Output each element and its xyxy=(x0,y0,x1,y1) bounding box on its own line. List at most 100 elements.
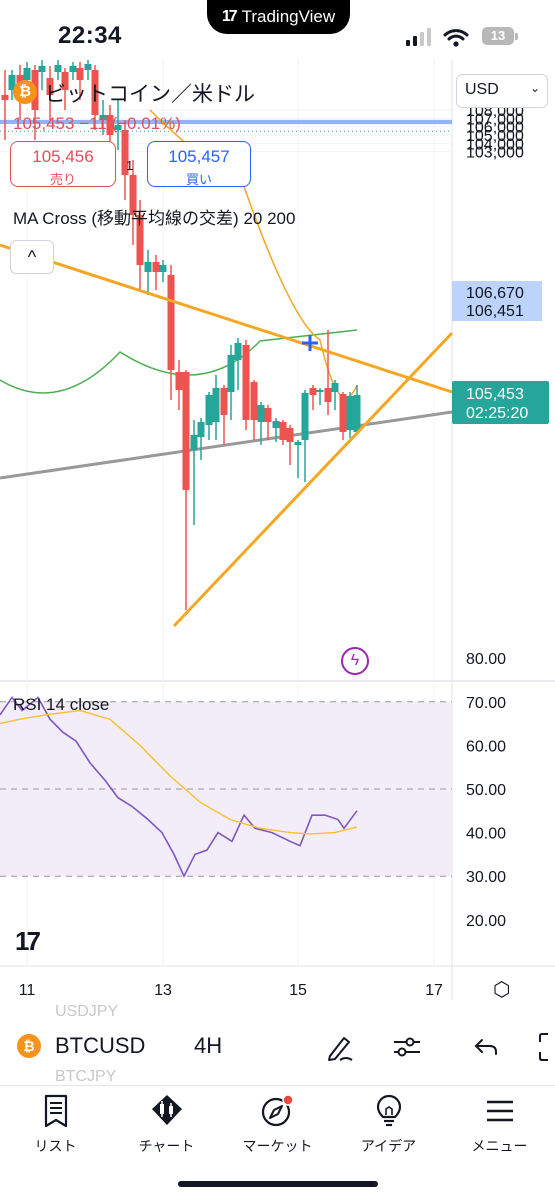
price-tick-label: 106,000 xyxy=(466,120,524,137)
nav-item-menu[interactable]: メニュー xyxy=(444,1086,555,1156)
rsi-tick-label: 50.00 xyxy=(466,782,506,799)
bull-candle[interactable] xyxy=(227,355,235,392)
countdown-label: 02:25:20 xyxy=(466,405,528,422)
bull-candle[interactable] xyxy=(69,66,77,72)
bitcoin-icon: ₿ xyxy=(17,1034,41,1058)
tradingview-logo-icon: 17 xyxy=(221,8,238,25)
bitcoin-icon: ₿ xyxy=(13,80,37,104)
bull-candle[interactable] xyxy=(8,75,16,90)
bull-candle[interactable] xyxy=(205,395,213,425)
bear-candle[interactable] xyxy=(136,215,144,265)
bear-candle[interactable] xyxy=(309,388,317,395)
undo-icon[interactable] xyxy=(470,1030,504,1064)
drawing-pen-icon[interactable] xyxy=(322,1030,356,1064)
wifi-icon xyxy=(443,29,469,47)
previous-symbol-ghost[interactable]: USDJPY xyxy=(55,1003,119,1020)
bear-candle[interactable] xyxy=(242,345,250,420)
sell-button[interactable]: 105,456 売り xyxy=(10,141,116,187)
bear-candle[interactable] xyxy=(220,388,228,415)
nav-label-markets: マーケット xyxy=(242,1138,313,1154)
nav-label-ideas: アイデア xyxy=(360,1138,417,1154)
bull-candle[interactable] xyxy=(234,343,242,360)
indicator-sliders-icon[interactable] xyxy=(390,1030,424,1064)
symbol-ticker-button[interactable]: BTCUSD xyxy=(55,1033,146,1058)
bull-candle[interactable] xyxy=(84,64,92,70)
bear-candle[interactable] xyxy=(91,70,99,115)
price-tick-label: 107,000 xyxy=(466,111,524,128)
bear-candle[interactable] xyxy=(264,408,272,422)
nav-item-chart[interactable]: チャート xyxy=(111,1086,222,1156)
bear-candle[interactable] xyxy=(106,115,114,135)
bull-candle[interactable] xyxy=(331,383,339,392)
bull-candle[interactable] xyxy=(212,388,220,422)
currency-select[interactable]: USD ⌄ xyxy=(456,74,548,108)
dynamic-island: 17 TradingView xyxy=(207,0,350,34)
bull-candle[interactable] xyxy=(197,422,205,437)
price-tick-label: 103,000 xyxy=(466,145,524,162)
battery-icon: 13 xyxy=(482,27,514,45)
time-tick-label: 11 xyxy=(19,982,36,999)
bear-candle[interactable] xyxy=(152,262,160,272)
rsi-line[interactable] xyxy=(0,696,358,879)
time-tick-label: 15 xyxy=(289,982,307,999)
symbol-name[interactable]: ビットコイン／米ドル xyxy=(45,83,255,106)
bear-candle[interactable] xyxy=(339,394,347,432)
bull-candle[interactable] xyxy=(353,395,361,432)
bear-candle[interactable] xyxy=(279,422,287,440)
bull-candle[interactable] xyxy=(114,125,122,130)
chevron-up-icon: ^ xyxy=(27,247,37,267)
collapse-legend-button[interactable]: ^ xyxy=(10,240,54,274)
bull-candle[interactable] xyxy=(54,65,62,72)
bear-candle[interactable] xyxy=(121,130,129,175)
price-level-tag-label: 106,670 xyxy=(466,285,524,302)
price-level-tag[interactable] xyxy=(452,281,542,303)
buy-button[interactable]: 105,457 買い xyxy=(147,141,251,187)
nav-item-list[interactable]: リスト xyxy=(0,1086,111,1156)
nav-label-chart: チャート xyxy=(138,1138,195,1154)
rsi-indicator-label[interactable]: RSI 14 close xyxy=(13,695,110,714)
bear-candle[interactable] xyxy=(76,68,84,80)
chart-canvas[interactable]: 108,000107,000106,000105,000104,000103,0… xyxy=(0,60,555,1000)
bull-candle[interactable] xyxy=(38,66,46,72)
chart-settings-icon[interactable]: ⬡ xyxy=(493,979,511,1001)
bull-candle[interactable] xyxy=(99,115,107,120)
bull-candle[interactable] xyxy=(272,421,280,428)
bull-candle[interactable] xyxy=(301,393,309,440)
bear-candle[interactable] xyxy=(324,388,332,402)
list-icon xyxy=(44,1094,67,1128)
bear-candle[interactable] xyxy=(1,95,9,100)
bull-candle[interactable] xyxy=(159,265,167,272)
nav-item-markets[interactable]: マーケット xyxy=(222,1086,333,1156)
bull-candle[interactable] xyxy=(316,390,324,392)
bear-candle[interactable] xyxy=(250,382,258,420)
next-symbol-ghost[interactable]: BTCJPY xyxy=(55,1068,117,1085)
bull-candle[interactable] xyxy=(144,262,152,272)
bear-candle[interactable] xyxy=(175,372,183,390)
interval-button[interactable]: 4H xyxy=(194,1033,223,1058)
bull-candle[interactable] xyxy=(346,396,354,430)
spread-value: 1 xyxy=(126,158,134,173)
rsi-tick-label: 20.00 xyxy=(466,913,506,930)
bear-candle[interactable] xyxy=(286,428,294,442)
descending-trendline[interactable] xyxy=(0,243,453,394)
bull-candle[interactable] xyxy=(190,435,198,450)
bear-candle[interactable] xyxy=(129,175,137,215)
ma-cross-indicator-label[interactable]: MA Cross (移動平均線の交差) 20 200 xyxy=(13,209,296,228)
bear-candle[interactable] xyxy=(167,275,175,370)
bull-candle[interactable] xyxy=(294,442,302,445)
buy-price: 105,457 xyxy=(168,147,230,166)
rsi-tick-label: 80.00 xyxy=(466,651,506,668)
rsi-tick-label: 30.00 xyxy=(466,869,506,886)
currency-value: USD xyxy=(465,81,499,98)
price-level-tag[interactable] xyxy=(452,299,542,321)
fullscreen-icon[interactable] xyxy=(536,1030,555,1064)
nav-item-ideas[interactable]: アイデア xyxy=(333,1086,444,1156)
ascending-trendline[interactable] xyxy=(172,331,454,628)
bull-candle[interactable] xyxy=(257,405,265,422)
bull-candle[interactable] xyxy=(23,68,31,80)
bear-candle[interactable] xyxy=(182,372,190,490)
last-price-tag[interactable] xyxy=(452,381,549,424)
flash-icon[interactable]: ϟ xyxy=(341,647,369,675)
bear-candle[interactable] xyxy=(46,78,54,95)
bear-candle[interactable] xyxy=(61,72,69,90)
